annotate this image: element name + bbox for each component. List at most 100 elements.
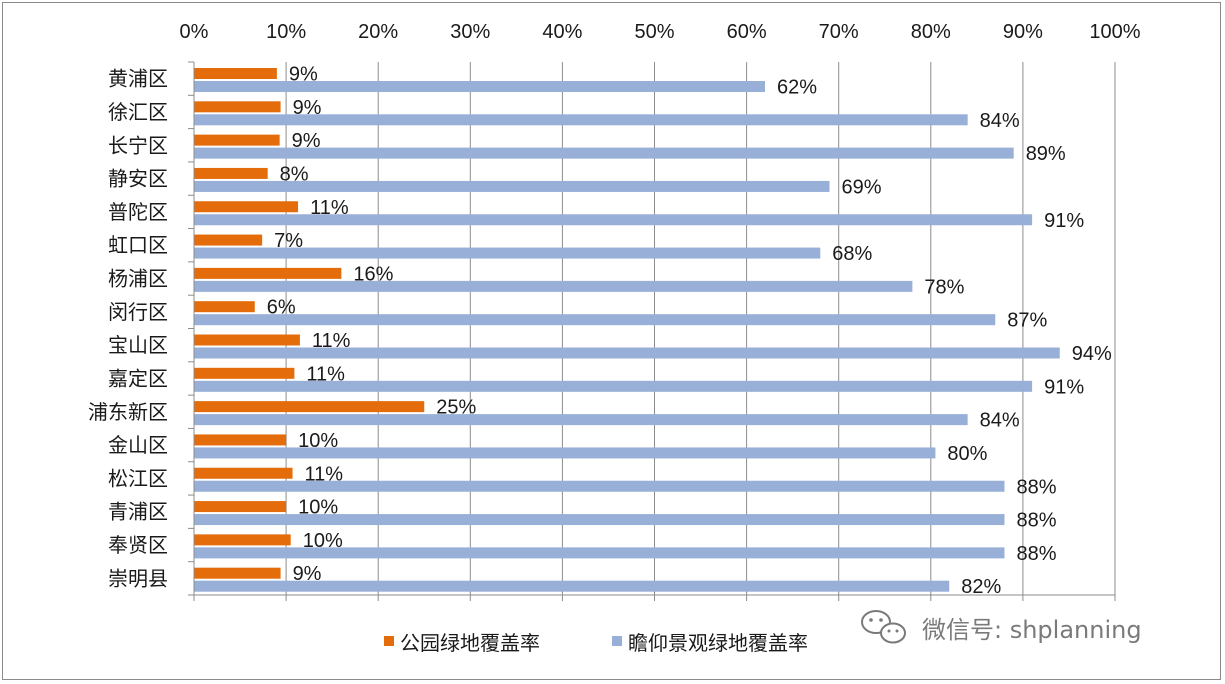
bar bbox=[194, 180, 830, 192]
x-tick-label: 20% bbox=[358, 21, 398, 43]
bar bbox=[194, 534, 291, 546]
data-label: 6% bbox=[267, 297, 296, 319]
bar bbox=[194, 267, 342, 279]
legend-label: 公园绿地覆盖率 bbox=[400, 631, 540, 655]
bar bbox=[194, 314, 996, 326]
bar bbox=[194, 201, 299, 213]
category-label: 浦东新区 bbox=[88, 400, 168, 424]
category-label: 嘉定区 bbox=[108, 366, 168, 390]
x-tick-label: 60% bbox=[727, 21, 767, 43]
data-label: 9% bbox=[289, 64, 318, 86]
legend: 公园绿地覆盖率 瞻仰景观绿地覆盖率 bbox=[384, 631, 808, 655]
bar bbox=[194, 68, 277, 79]
bar bbox=[194, 467, 293, 479]
x-tick-label: 100% bbox=[1089, 21, 1140, 43]
data-label: 82% bbox=[961, 576, 1001, 598]
data-label: 91% bbox=[1044, 376, 1084, 398]
bar bbox=[194, 101, 281, 113]
bar bbox=[194, 81, 766, 92]
data-labels: 9% 62% 9% 84% 9% 89% 8% 69% 11% 91% 7% 68% 16% 78% 6% 8… bbox=[267, 64, 1112, 599]
bar bbox=[194, 401, 425, 413]
data-label: 88% bbox=[1016, 476, 1056, 498]
bar bbox=[194, 334, 300, 346]
category-label: 杨浦区 bbox=[108, 267, 168, 291]
data-label: 8% bbox=[280, 163, 309, 185]
data-label: 25% bbox=[436, 397, 476, 419]
bar bbox=[194, 147, 1014, 159]
data-label: 9% bbox=[293, 563, 322, 585]
bar bbox=[194, 414, 968, 426]
x-tick-label: 30% bbox=[450, 21, 490, 43]
data-label: 68% bbox=[832, 243, 872, 265]
wechat-icon bbox=[861, 610, 906, 644]
bar bbox=[194, 380, 1033, 392]
bars bbox=[194, 68, 1060, 592]
x-axis-ticks: 0% 10% 20% 30% 40% 50% 60% 70% 80% 90% 100% bbox=[180, 21, 1141, 43]
bar bbox=[194, 134, 280, 146]
data-label: 9% bbox=[292, 130, 321, 152]
bar bbox=[194, 167, 268, 179]
bar bbox=[194, 434, 287, 446]
category-label: 宝山区 bbox=[108, 333, 168, 357]
category-label: 普陀区 bbox=[108, 200, 168, 224]
bar bbox=[194, 580, 950, 592]
bar bbox=[194, 114, 968, 126]
x-tick-label: 0% bbox=[180, 21, 209, 43]
bar bbox=[194, 301, 255, 313]
category-label: 松江区 bbox=[108, 466, 168, 490]
data-label: 10% bbox=[303, 530, 343, 552]
watermark: 微信号: shplanning bbox=[861, 610, 1142, 644]
bar bbox=[194, 247, 821, 259]
x-tick-label: 80% bbox=[911, 21, 951, 43]
category-label: 静安区 bbox=[108, 167, 168, 191]
x-tick-label: 10% bbox=[266, 21, 306, 43]
data-label: 89% bbox=[1026, 143, 1066, 165]
bar bbox=[194, 214, 1033, 226]
bar bbox=[194, 547, 1005, 559]
category-label: 长宁区 bbox=[108, 133, 168, 157]
data-label: 11% bbox=[306, 363, 345, 385]
data-label: 80% bbox=[947, 443, 987, 465]
data-label: 88% bbox=[1016, 510, 1056, 532]
bar bbox=[194, 367, 295, 379]
bar bbox=[194, 347, 1060, 359]
data-label: 11% bbox=[310, 197, 349, 219]
data-label: 78% bbox=[924, 276, 964, 298]
category-label: 青浦区 bbox=[108, 500, 168, 524]
category-label: 金山区 bbox=[108, 433, 168, 457]
data-label: 11% bbox=[305, 463, 344, 485]
data-label: 7% bbox=[274, 230, 303, 252]
bar bbox=[194, 514, 1005, 526]
x-tick-label: 40% bbox=[542, 21, 582, 43]
legend-label: 瞻仰景观绿地覆盖率 bbox=[628, 631, 808, 655]
category-label: 闵行区 bbox=[108, 300, 168, 324]
category-label: 黄浦区 bbox=[108, 67, 168, 91]
data-label: 94% bbox=[1072, 343, 1112, 365]
bar bbox=[194, 480, 1005, 492]
data-label: 16% bbox=[353, 263, 393, 285]
data-label: 84% bbox=[980, 410, 1020, 432]
x-tick-label: 70% bbox=[819, 21, 859, 43]
data-label: 9% bbox=[293, 97, 322, 119]
x-tick-label: 50% bbox=[634, 21, 674, 43]
data-label: 91% bbox=[1044, 210, 1084, 232]
legend-swatch bbox=[384, 636, 394, 646]
bar bbox=[194, 280, 913, 292]
category-label: 奉贤区 bbox=[108, 533, 168, 557]
bar bbox=[194, 501, 287, 513]
category-label: 崇明县 bbox=[108, 566, 168, 590]
data-label: 88% bbox=[1016, 543, 1056, 565]
data-label: 11% bbox=[312, 330, 351, 352]
bar bbox=[194, 567, 281, 579]
watermark-text: 微信号: shplanning bbox=[922, 616, 1142, 644]
category-label: 虹口区 bbox=[108, 233, 168, 257]
data-label: 87% bbox=[1007, 310, 1047, 332]
data-label: 69% bbox=[841, 176, 881, 198]
data-label: 62% bbox=[777, 77, 817, 99]
data-label: 84% bbox=[980, 110, 1020, 132]
x-tick-label: 90% bbox=[1003, 21, 1043, 43]
data-label: 10% bbox=[298, 497, 338, 519]
bar bbox=[194, 447, 936, 459]
data-label: 10% bbox=[298, 430, 338, 452]
